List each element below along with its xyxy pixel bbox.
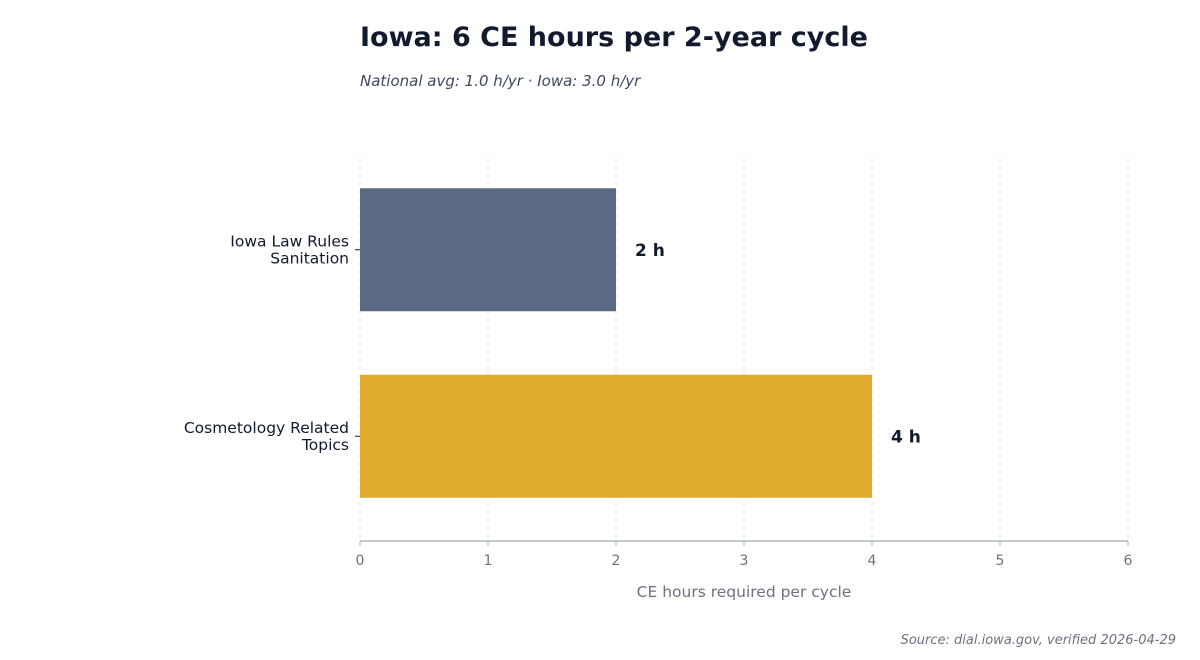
x-axis-label: CE hours required per cycle [637, 583, 852, 601]
category-label-1: Cosmetology Related Topics [184, 419, 349, 454]
category-label-0: Iowa Law Rules Sanitation [230, 232, 349, 267]
x-tick-label-6: 6 [1124, 553, 1133, 569]
x-tick-label-3: 3 [740, 553, 749, 569]
category-labels: Iowa Law Rules Sanitation Cosmetology Rela… [184, 232, 360, 454]
data-label-0: 2 h [635, 241, 665, 261]
x-axis-ticks: 0 1 2 3 4 5 6 [356, 541, 1133, 569]
x-tick-label-4: 4 [868, 553, 877, 569]
bars: 2 h 4 h [360, 188, 921, 498]
chart-title: Iowa: 6 CE hours per 2-year cycle [360, 22, 868, 53]
bar-0 [360, 188, 616, 312]
x-tick-label-0: 0 [356, 553, 365, 569]
data-label-1: 4 h [891, 427, 921, 447]
x-tick-label-5: 5 [996, 553, 1005, 569]
chart-subtitle: National avg: 1.0 h/yr · Iowa: 3.0 h/yr [360, 72, 641, 90]
source-note: Source: dial.iowa.gov, verified 2026-04-… [901, 633, 1176, 648]
x-tick-label-2: 2 [612, 553, 621, 569]
bar-1 [360, 374, 872, 498]
x-tick-label-1: 1 [484, 553, 493, 569]
